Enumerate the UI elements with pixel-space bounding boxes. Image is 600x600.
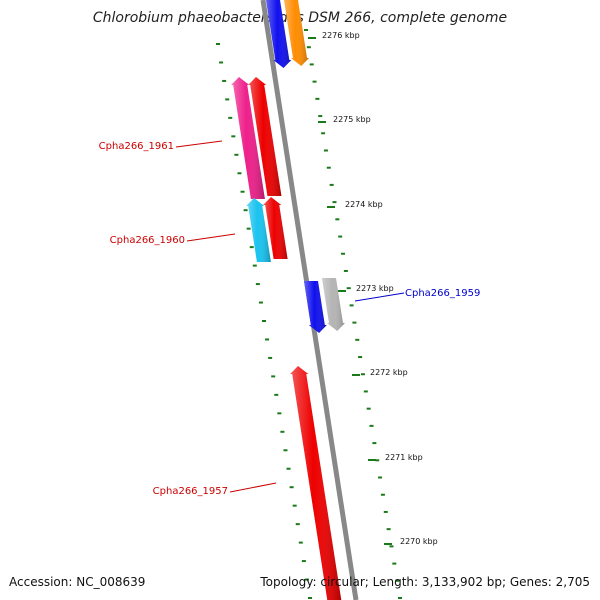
ruler-label: 2271 kbp <box>385 453 423 462</box>
ruler-label: 2272 kbp <box>370 368 408 377</box>
gene-labels: Cpha266_1961 Cpha266_1960 Cpha266_1959 Cpha… <box>99 141 481 497</box>
ruler-label: 2275 kbp <box>333 115 371 124</box>
gene-arrow[interactable] <box>290 366 342 600</box>
ruler-label: 2276 kbp <box>322 31 360 40</box>
gene-arrow[interactable] <box>284 0 309 66</box>
gene-arrow[interactable] <box>246 198 271 262</box>
gene-arrow[interactable] <box>231 77 265 199</box>
ruler-ticks <box>216 29 402 599</box>
gene-arrow[interactable] <box>266 0 292 68</box>
gene-arrow[interactable] <box>322 278 345 331</box>
gene-label[interactable]: Cpha266_1960 <box>110 235 185 246</box>
ruler-label: 2274 kbp <box>345 200 383 209</box>
gene-features <box>231 0 345 600</box>
gene-arrow[interactable] <box>248 77 282 196</box>
ruler-label: 2273 kbp <box>356 284 394 293</box>
label-leader-line <box>354 292 405 302</box>
gene-label[interactable]: Cpha266_1957 <box>153 486 228 497</box>
ruler-label: 2270 kbp <box>400 537 438 546</box>
gene-label[interactable]: Cpha266_1959 <box>405 288 480 299</box>
label-leaders <box>175 140 405 493</box>
gene-arrow[interactable] <box>263 197 288 259</box>
label-leader-line <box>175 140 223 148</box>
gene-label[interactable]: Cpha266_1961 <box>99 141 174 152</box>
genome-summary-text: Topology: circular; Length: 3,133,902 bp… <box>260 575 590 589</box>
label-leader-line <box>186 233 236 242</box>
accession-text: Accession: NC_008639 <box>9 575 146 589</box>
gene-arrow[interactable] <box>304 281 327 333</box>
label-leader-line <box>229 482 277 493</box>
ruler-labels: 2276 kbp 2275 kbp 2274 kbp 2273 kbp 2272 kbp… <box>322 31 438 546</box>
